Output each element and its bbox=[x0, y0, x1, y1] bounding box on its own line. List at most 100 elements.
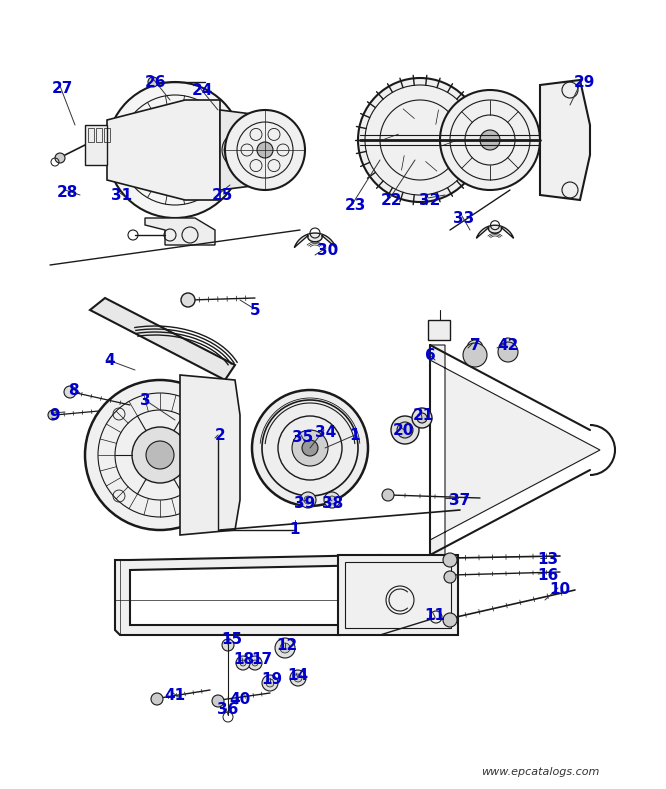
Circle shape bbox=[498, 342, 518, 362]
Polygon shape bbox=[90, 298, 235, 380]
Circle shape bbox=[501, 338, 515, 352]
Circle shape bbox=[262, 675, 278, 691]
Text: 14: 14 bbox=[288, 667, 308, 682]
Circle shape bbox=[328, 496, 336, 504]
Polygon shape bbox=[115, 555, 380, 635]
Polygon shape bbox=[430, 345, 600, 555]
Polygon shape bbox=[145, 218, 215, 245]
Text: 5: 5 bbox=[250, 302, 260, 317]
Circle shape bbox=[294, 674, 302, 682]
Circle shape bbox=[55, 153, 65, 163]
Bar bbox=[96, 128, 102, 142]
Circle shape bbox=[382, 489, 394, 501]
Circle shape bbox=[252, 390, 368, 506]
Circle shape bbox=[391, 416, 419, 444]
Polygon shape bbox=[180, 375, 240, 535]
Circle shape bbox=[266, 679, 274, 687]
Text: 40: 40 bbox=[229, 693, 250, 708]
Text: 10: 10 bbox=[549, 582, 571, 597]
Circle shape bbox=[248, 656, 262, 670]
Text: 1: 1 bbox=[290, 522, 300, 537]
Circle shape bbox=[443, 613, 457, 627]
Text: 2: 2 bbox=[214, 428, 225, 443]
Bar bbox=[104, 128, 110, 142]
Circle shape bbox=[444, 571, 456, 583]
Circle shape bbox=[48, 410, 58, 420]
Polygon shape bbox=[540, 80, 590, 200]
Text: 20: 20 bbox=[392, 422, 414, 437]
Text: 31: 31 bbox=[111, 188, 133, 203]
Text: 18: 18 bbox=[234, 653, 254, 667]
Text: 33: 33 bbox=[454, 211, 475, 226]
Text: 23: 23 bbox=[344, 197, 366, 212]
Text: 38: 38 bbox=[322, 495, 344, 510]
Text: 19: 19 bbox=[262, 672, 282, 687]
Text: 35: 35 bbox=[292, 429, 314, 444]
Text: 4: 4 bbox=[105, 353, 115, 368]
Circle shape bbox=[107, 82, 243, 218]
Text: 28: 28 bbox=[57, 185, 78, 200]
Text: 16: 16 bbox=[537, 567, 559, 582]
Text: 30: 30 bbox=[318, 242, 338, 257]
Text: 6: 6 bbox=[425, 347, 436, 362]
Bar bbox=[345, 562, 451, 628]
Circle shape bbox=[148, 77, 158, 87]
Circle shape bbox=[252, 660, 258, 666]
Circle shape bbox=[443, 553, 457, 567]
Text: 25: 25 bbox=[211, 188, 232, 203]
Circle shape bbox=[230, 140, 250, 160]
Polygon shape bbox=[220, 110, 260, 190]
Polygon shape bbox=[428, 320, 450, 340]
Circle shape bbox=[397, 422, 413, 438]
Circle shape bbox=[146, 441, 174, 469]
Text: 1: 1 bbox=[350, 428, 360, 443]
Circle shape bbox=[292, 430, 328, 466]
Circle shape bbox=[85, 380, 235, 530]
Text: 29: 29 bbox=[573, 74, 595, 89]
Text: 13: 13 bbox=[537, 552, 559, 567]
Text: 37: 37 bbox=[450, 492, 471, 507]
Bar bbox=[88, 128, 94, 142]
Circle shape bbox=[463, 343, 487, 367]
Circle shape bbox=[181, 293, 195, 307]
Circle shape bbox=[302, 440, 318, 456]
Circle shape bbox=[222, 639, 234, 651]
Text: 7: 7 bbox=[470, 338, 480, 353]
Circle shape bbox=[236, 656, 250, 670]
Circle shape bbox=[153, 128, 197, 172]
Text: 36: 36 bbox=[217, 702, 238, 717]
Circle shape bbox=[412, 408, 432, 428]
Text: 42: 42 bbox=[498, 338, 519, 353]
Circle shape bbox=[280, 643, 290, 653]
Circle shape bbox=[480, 130, 500, 150]
Circle shape bbox=[358, 78, 482, 202]
Text: 17: 17 bbox=[252, 653, 272, 667]
Text: 21: 21 bbox=[412, 407, 434, 422]
Circle shape bbox=[257, 142, 273, 158]
Circle shape bbox=[151, 693, 163, 705]
Text: 11: 11 bbox=[424, 608, 446, 623]
Text: 26: 26 bbox=[145, 74, 166, 89]
Text: 39: 39 bbox=[294, 495, 316, 510]
Text: 12: 12 bbox=[276, 638, 298, 653]
Text: 24: 24 bbox=[191, 83, 212, 98]
Circle shape bbox=[324, 492, 340, 508]
Circle shape bbox=[212, 695, 224, 707]
Text: 41: 41 bbox=[165, 687, 186, 702]
Circle shape bbox=[440, 90, 540, 190]
Circle shape bbox=[467, 340, 483, 356]
Circle shape bbox=[300, 492, 316, 508]
Text: 27: 27 bbox=[51, 80, 73, 95]
Polygon shape bbox=[294, 233, 336, 248]
Circle shape bbox=[222, 132, 258, 168]
Text: 32: 32 bbox=[420, 193, 441, 208]
Circle shape bbox=[275, 638, 295, 658]
Circle shape bbox=[417, 413, 427, 423]
Text: 8: 8 bbox=[68, 383, 79, 398]
Circle shape bbox=[165, 140, 185, 160]
Polygon shape bbox=[107, 100, 220, 200]
Circle shape bbox=[240, 660, 246, 666]
Circle shape bbox=[290, 670, 306, 686]
Text: 9: 9 bbox=[50, 407, 61, 422]
Text: 3: 3 bbox=[140, 392, 151, 407]
